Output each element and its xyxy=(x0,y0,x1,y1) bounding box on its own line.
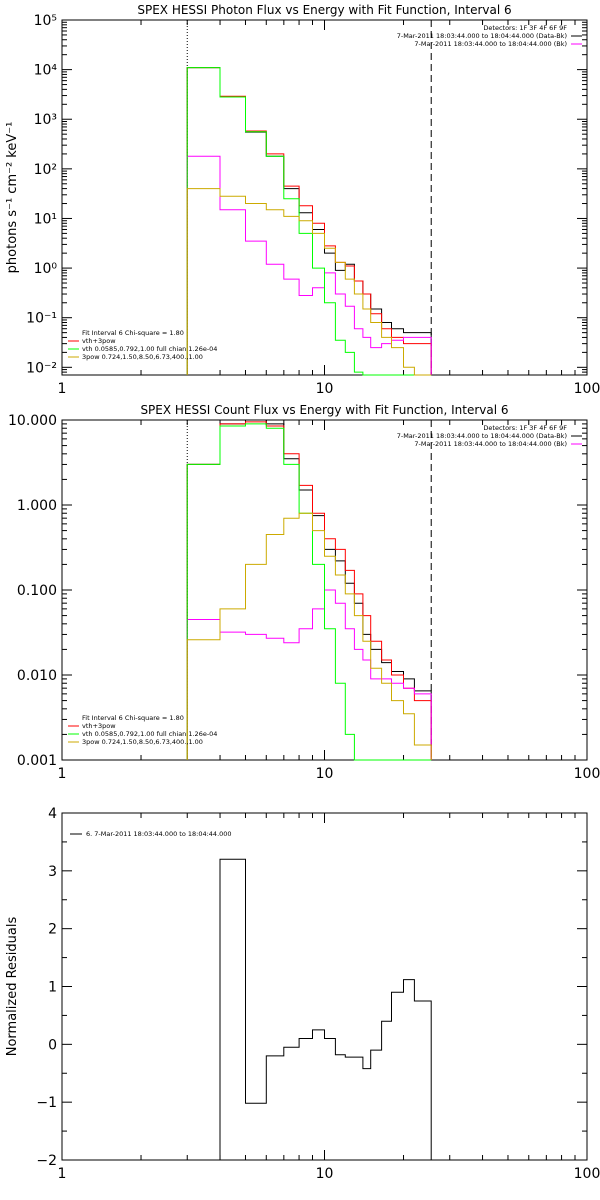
chart-0-legend-top-0: Detectors: 1F 3F 4F 6F 9F xyxy=(483,24,567,32)
chart-0-series-0 xyxy=(186,67,432,375)
chart-1-series-1 xyxy=(186,421,432,760)
chart-1-ytick-label: 0.010 xyxy=(17,668,57,684)
chart-1-series-2 xyxy=(186,589,432,760)
chart-0-ytick-label: 10² xyxy=(34,162,57,178)
chart-1-legend-bottom-2: vth 0.0585,0.792,1.00 full chian 1.26e-0… xyxy=(82,730,217,738)
chart-1-series-4 xyxy=(186,512,432,760)
chart-0-xtick-label: 10 xyxy=(316,381,334,397)
chart-0-ytick-label: 10¹ xyxy=(34,211,57,227)
chart-1-series-3 xyxy=(186,423,432,761)
chart-1-ytick-label: 0.001 xyxy=(17,753,57,769)
chart-0-ytick-label: 10⁻² xyxy=(26,360,57,376)
chart-2-frame xyxy=(61,812,588,1161)
chart-0-ytick-label: 10³ xyxy=(34,112,57,128)
chart-0-legend-bottom-3: 3pow 0.724,1.50,8.50,6.73,400.,1.00 xyxy=(82,353,203,361)
chart-1-legend-top-0: Detectors: 1F 3F 4F 6F 9F xyxy=(483,424,567,432)
chart-2-ytick-label: −1 xyxy=(36,1095,57,1111)
chart-2-ytick-label: 4 xyxy=(48,806,57,822)
chart-2-ytick-label: 1 xyxy=(48,980,57,996)
chart-0-ytick-label: 10⁵ xyxy=(34,13,57,29)
chart-0-ytick-label: 10⁻¹ xyxy=(26,311,57,327)
chart-1-ytick-label: 10.000 xyxy=(8,413,57,429)
chart-1-series-0 xyxy=(186,419,432,760)
chart-0-series-3 xyxy=(186,67,432,376)
chart-2-ylabel: Normalized Residuals xyxy=(5,917,20,1057)
chart-2-series-0 xyxy=(187,858,432,1161)
chart-1-xtick-label: 10 xyxy=(316,766,334,782)
chart-2-ytick-label: −2 xyxy=(36,1153,57,1169)
chart-0-xtick-label: 1 xyxy=(58,381,67,397)
chart-2-ytick-label: 0 xyxy=(48,1037,57,1053)
chart-2-xtick-label: 10 xyxy=(316,1166,334,1182)
chart-1-legend-top-1: 7-Mar-2011 18:03:44.000 to 18:04:44.000 … xyxy=(397,432,567,440)
chart-1-legend-bottom-1: vth+3pow xyxy=(82,722,116,730)
chart-2-xtick-label: 1 xyxy=(58,1166,67,1182)
chart-0-ytick-label: 10⁰ xyxy=(34,261,58,277)
chart-0-xtick-label: 100 xyxy=(574,381,600,397)
chart-2-ytick-label: 2 xyxy=(48,922,57,938)
chart-0-frame xyxy=(61,19,588,376)
chart-1-ytick-label: 0.100 xyxy=(17,583,57,599)
chart-1-title: SPEX HESSI Count Flux vs Energy with Fit… xyxy=(140,403,508,417)
chart-1-legend-bottom-3: 3pow 0.724,1.50,8.50,6.73,400.,1.00 xyxy=(82,738,203,746)
chart-0-legend-bottom-2: vth 0.0585,0.792,1.00 full chian 1.26e-0… xyxy=(82,345,217,353)
chart-1-legend-bottom-0: Fit Interval 6 Chi-square = 1.80 xyxy=(82,714,184,722)
chart-1-xtick-label: 1 xyxy=(58,766,67,782)
chart-0-legend-bottom-1: vth+3pow xyxy=(82,337,116,345)
chart-2-legend: 6. 7-Mar-2011 18:03:44.000 to 18:04:44.0… xyxy=(86,830,232,838)
chart-0-series-2 xyxy=(186,155,432,375)
chart-0-legend-top-1: 7-Mar-2011 18:03:44.000 to 18:04:44.000 … xyxy=(397,32,567,40)
chart-1-ytick-label: 1.000 xyxy=(17,498,57,514)
chart-2-ytick-label: 3 xyxy=(48,864,57,880)
chart-0-series-4 xyxy=(186,188,432,376)
chart-1-legend-top-2: 7-Mar-2011 18:03:44.000 to 18:04:44.000 … xyxy=(414,440,567,448)
chart-0-ylabel: photons s⁻¹ cm⁻² keV⁻¹ xyxy=(5,122,20,274)
chart-0-title: SPEX HESSI Photon Flux vs Energy with Fi… xyxy=(137,3,511,17)
chart-1-xtick-label: 100 xyxy=(574,766,600,782)
chart-0-legend-bottom-0: Fit Interval 6 Chi-square = 1.80 xyxy=(82,329,184,337)
chart-0-legend-top-2: 7-Mar-2011 18:03:44.000 to 18:04:44.000 … xyxy=(414,40,567,48)
chart-0-ytick-label: 10⁴ xyxy=(34,63,58,79)
chart-2-xtick-label: 100 xyxy=(574,1166,600,1182)
